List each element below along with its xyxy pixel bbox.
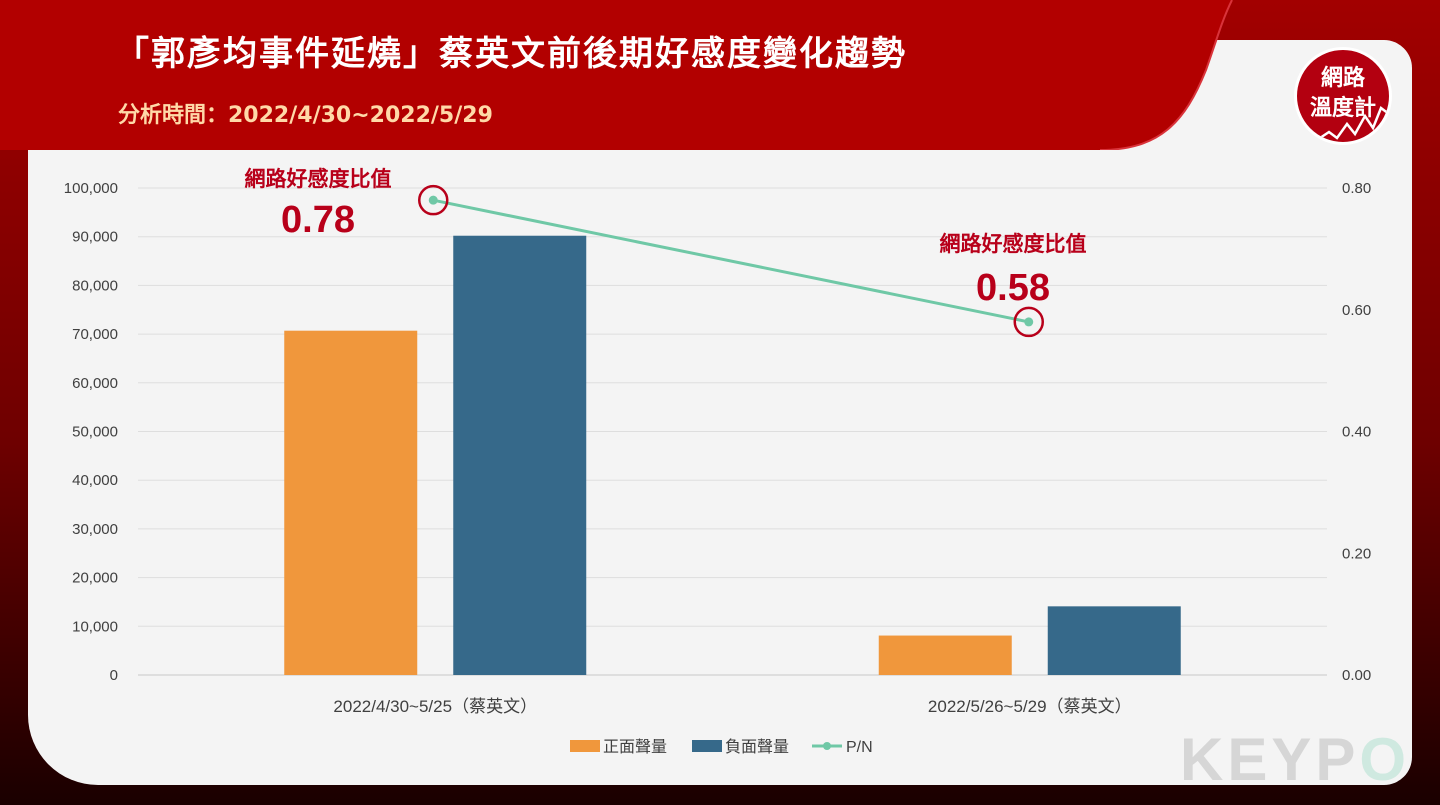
y-left-tick-label: 30,000 (72, 521, 118, 538)
y-left-tick-label: 60,000 (72, 375, 118, 392)
logo-badge: 網路 溫度計 (1294, 47, 1392, 145)
annotation-label: 網路好感度比值 (940, 232, 1087, 256)
legend-label: 正面聲量 (603, 737, 667, 756)
legend-swatch (692, 740, 722, 752)
legend-swatch (570, 740, 600, 752)
y-right-tick-label: 0.20 (1342, 545, 1371, 562)
negative-volume-bar (453, 235, 587, 675)
pn-point-highlight (418, 184, 449, 216)
y-left-tick-label: 10,000 (72, 618, 118, 635)
pn-point-highlight (1013, 306, 1044, 338)
legend-swatch-marker (823, 742, 831, 750)
pn-point (1024, 317, 1034, 327)
y-right-tick-label: 0.00 (1342, 667, 1371, 684)
negative-volume-bar (1047, 606, 1181, 675)
chart-title: 「郭彥均事件延燒」蔡英文前後期好感度變化趨勢 (115, 34, 907, 74)
brand-o-mark: O (1359, 726, 1411, 793)
brand-text: KEYP (1180, 726, 1360, 793)
pulse-icon (1316, 106, 1389, 142)
x-category-label: 2022/5/26~5/29（蔡英文） (928, 697, 1132, 716)
y-left-tick-label: 90,000 (72, 229, 118, 246)
pn-line (432, 198, 1030, 324)
positive-volume-bar (284, 330, 418, 675)
x-category-label: 2022/4/30~5/25（蔡英文） (333, 697, 537, 716)
positive-volume-bar (878, 635, 1012, 675)
logo-line-1: 網路 (1320, 66, 1365, 91)
analysis-period: 分析時間：2022/4/30~2022/5/29 (118, 103, 493, 128)
y-left-tick-label: 50,000 (72, 424, 118, 441)
y-right-tick-label: 0.80 (1342, 180, 1371, 197)
chart-card (28, 40, 1412, 785)
legend-label: P/N (846, 739, 873, 756)
annotation-value: 0.78 (281, 199, 355, 241)
brand-logo: KEYPO (1180, 725, 1410, 794)
annotation-value: 0.58 (976, 267, 1050, 309)
y-right-tick-label: 0.40 (1342, 424, 1371, 441)
header-banner (0, 0, 1233, 150)
y-right-tick-label: 0.60 (1342, 302, 1371, 319)
y-left-tick-label: 0 (110, 667, 118, 684)
y-left-tick-label: 80,000 (72, 277, 118, 294)
y-left-tick-label: 20,000 (72, 570, 118, 587)
legend-label: 負面聲量 (725, 737, 789, 756)
pn-point (428, 195, 438, 205)
y-left-tick-label: 40,000 (72, 472, 118, 489)
annotation-label: 網路好感度比值 (245, 167, 392, 191)
y-left-tick-label: 100,000 (64, 180, 118, 197)
y-left-tick-label: 70,000 (72, 326, 118, 343)
